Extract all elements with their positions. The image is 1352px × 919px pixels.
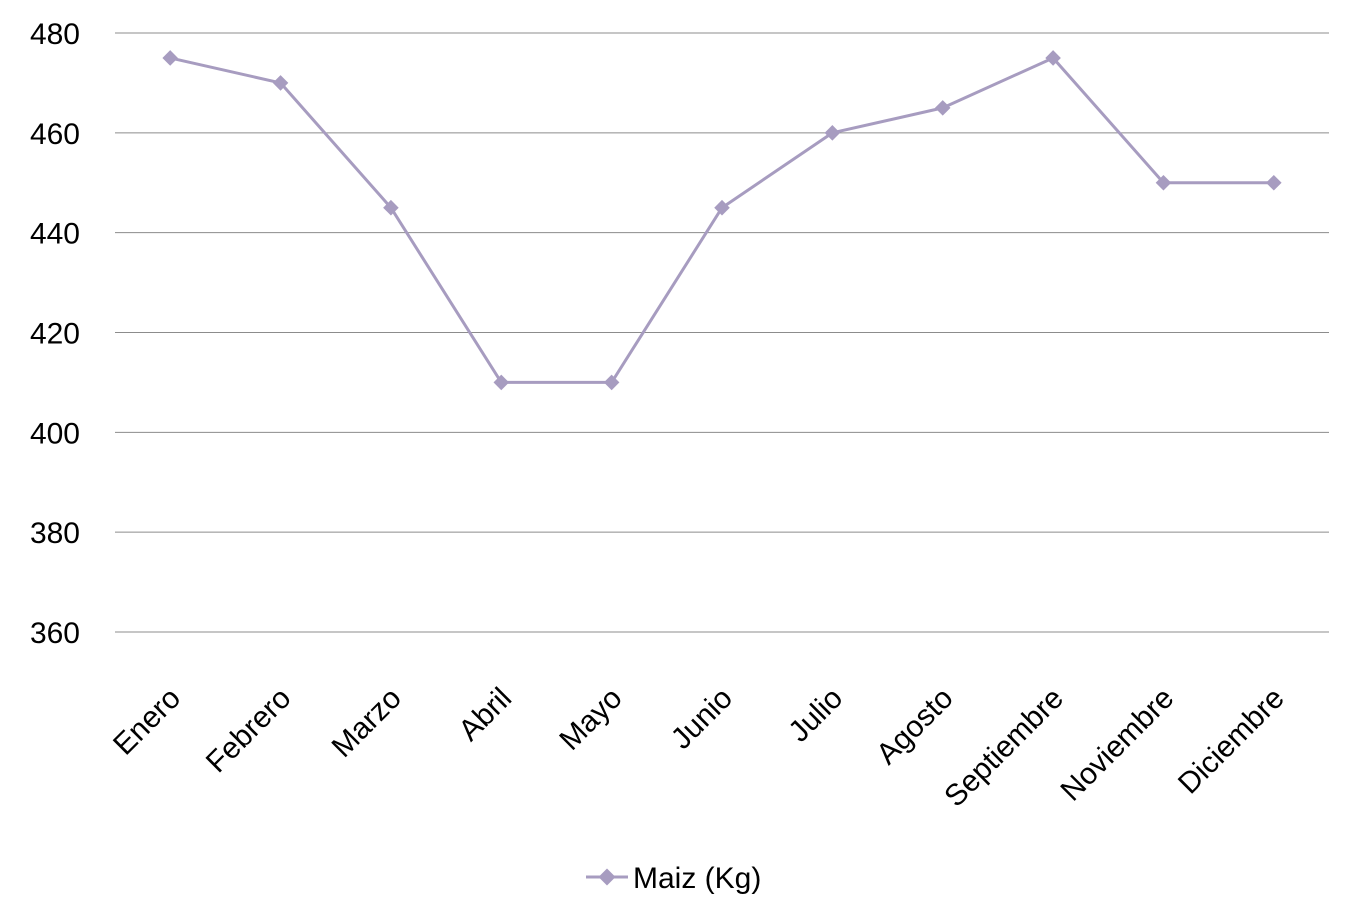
data-point-marker bbox=[383, 199, 399, 216]
x-tick-label: Agosto bbox=[870, 682, 959, 771]
x-tick-label: Marzo bbox=[326, 682, 408, 764]
x-tick-label: Septiembre bbox=[938, 682, 1070, 814]
data-point-marker bbox=[1266, 174, 1282, 191]
y-tick-label: 360 bbox=[30, 617, 80, 650]
data-point-marker bbox=[603, 374, 620, 391]
y-tick-label: 380 bbox=[30, 517, 80, 550]
x-tick-label: Febrero bbox=[200, 682, 298, 780]
data-point-marker bbox=[714, 199, 730, 216]
data-point-marker bbox=[1045, 50, 1061, 66]
x-tick-label: Enero bbox=[107, 682, 187, 762]
legend-series-label: Maiz (Kg) bbox=[633, 862, 761, 895]
y-axis: 480 460 440 420 400 380 360 bbox=[30, 18, 80, 650]
y-tick-label: 440 bbox=[30, 218, 80, 251]
gridlines bbox=[115, 32, 1329, 633]
series-layer bbox=[162, 50, 1282, 391]
y-tick-label: 480 bbox=[30, 18, 80, 51]
x-tick-label: Junio bbox=[665, 682, 739, 756]
y-tick-label: 420 bbox=[30, 318, 80, 351]
series-line bbox=[169, 56, 1274, 384]
x-axis: Enero Febrero Marzo Abril Mayo Junio Julio Agos… bbox=[107, 682, 1291, 814]
x-tick-label: Diciembre bbox=[1172, 682, 1291, 801]
legend-swatch-marker bbox=[598, 868, 616, 886]
data-point-marker bbox=[162, 50, 178, 66]
x-tick-label: Noviembre bbox=[1054, 682, 1180, 808]
y-tick-label: 460 bbox=[30, 118, 80, 151]
data-point-marker bbox=[1155, 174, 1172, 191]
x-tick-label: Julio bbox=[782, 682, 849, 749]
x-tick-label: Abril bbox=[452, 682, 518, 748]
x-tick-label: Mayo bbox=[553, 682, 628, 757]
y-tick-label: 400 bbox=[30, 417, 80, 450]
data-point-marker bbox=[934, 100, 951, 116]
data-point-marker bbox=[493, 374, 510, 391]
legend: Maiz (Kg) bbox=[586, 862, 761, 895]
